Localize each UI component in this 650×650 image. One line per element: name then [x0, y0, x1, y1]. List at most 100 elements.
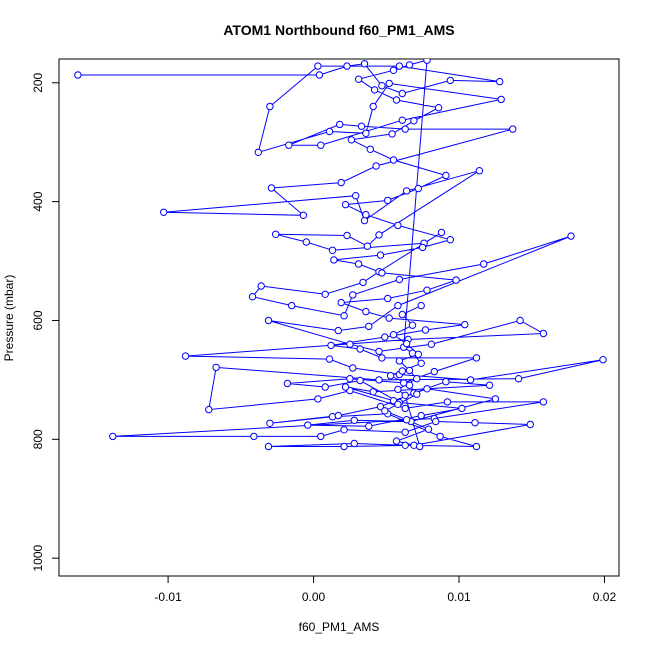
data-point	[413, 375, 421, 383]
data-point	[340, 426, 348, 434]
data-point	[347, 136, 356, 144]
data-point	[443, 398, 452, 406]
data-point	[285, 141, 293, 149]
data-point	[266, 419, 274, 427]
data-point	[283, 379, 292, 388]
data-point	[398, 116, 406, 124]
data-point	[254, 148, 262, 157]
data-point	[375, 347, 383, 356]
data-point	[423, 59, 431, 64]
data-point	[405, 381, 414, 389]
data-point	[109, 432, 117, 441]
data-point	[343, 62, 351, 70]
data-point	[417, 301, 425, 310]
data-point	[299, 211, 308, 220]
data-point	[74, 71, 82, 79]
data-point	[472, 442, 481, 451]
data-point	[362, 129, 370, 138]
data-point	[388, 130, 396, 138]
y-tick-label: 1000	[31, 545, 45, 572]
data-point	[401, 441, 409, 449]
data-point	[458, 404, 466, 413]
data-point	[369, 388, 377, 396]
data-point	[272, 230, 280, 239]
data-point	[327, 341, 335, 350]
data-point	[267, 184, 276, 192]
data-point	[328, 413, 337, 421]
series-line	[77, 59, 604, 448]
data-point	[365, 422, 373, 430]
data-point	[354, 75, 363, 83]
data-point	[336, 120, 344, 129]
data-point	[302, 238, 310, 246]
data-point	[452, 276, 460, 284]
x-tick-label: 0.00	[302, 590, 326, 604]
data-point	[314, 62, 322, 70]
data-point	[398, 310, 406, 319]
data-point	[376, 402, 385, 411]
data-point	[343, 231, 351, 240]
data-point	[328, 246, 337, 255]
data-point	[432, 417, 440, 426]
data-point	[385, 314, 393, 322]
data-point	[321, 290, 329, 298]
data-point	[427, 340, 436, 348]
data-point	[350, 416, 358, 424]
data-point	[423, 286, 431, 294]
y-tick-label: 200	[31, 72, 45, 92]
data-point	[392, 96, 401, 104]
data-point	[567, 232, 575, 240]
data-point	[350, 439, 358, 448]
y-tick-label: 400	[31, 191, 45, 211]
data-point	[181, 352, 190, 360]
data-point	[376, 251, 385, 259]
data-point	[402, 339, 411, 348]
x-axis: -0.01 0.00 0.01 0.02	[154, 575, 617, 604]
data-point	[471, 419, 479, 427]
data-point	[461, 320, 469, 329]
data-point	[362, 307, 370, 316]
series-layer	[74, 59, 607, 451]
data-point	[446, 76, 454, 85]
data-point	[264, 316, 273, 325]
data-point	[266, 102, 274, 111]
data-point	[395, 62, 404, 70]
data-point	[436, 432, 444, 441]
data-point	[402, 187, 411, 195]
data-point	[325, 127, 334, 136]
data-point	[394, 400, 402, 408]
x-tick-label: 0.02	[593, 590, 617, 604]
data-point	[394, 221, 402, 230]
data-point	[352, 192, 360, 200]
data-point	[414, 184, 422, 193]
data-point	[381, 407, 389, 415]
x-axis-label: f60_PM1_AMS	[299, 620, 380, 634]
data-point	[408, 349, 417, 357]
data-point	[418, 243, 427, 252]
data-point	[423, 385, 431, 393]
data-point	[384, 196, 392, 205]
data-point	[248, 293, 257, 301]
data-point	[539, 329, 548, 338]
data-point	[357, 122, 366, 130]
data-point	[366, 145, 374, 154]
data-point	[257, 282, 265, 290]
data-point	[417, 411, 425, 420]
data-point	[365, 322, 373, 331]
data-point	[514, 375, 523, 383]
data-point	[386, 372, 395, 380]
x-tick-label: 0.01	[447, 590, 471, 604]
data-point	[472, 354, 481, 362]
data-point	[395, 357, 404, 365]
data-point	[212, 363, 220, 372]
data-point	[410, 441, 418, 449]
data-point	[413, 390, 421, 398]
data-point	[526, 420, 534, 429]
data-point	[491, 395, 500, 403]
data-point	[356, 376, 364, 385]
data-point	[395, 275, 404, 284]
data-point	[389, 156, 398, 164]
data-point	[381, 333, 389, 341]
data-point	[334, 326, 342, 335]
